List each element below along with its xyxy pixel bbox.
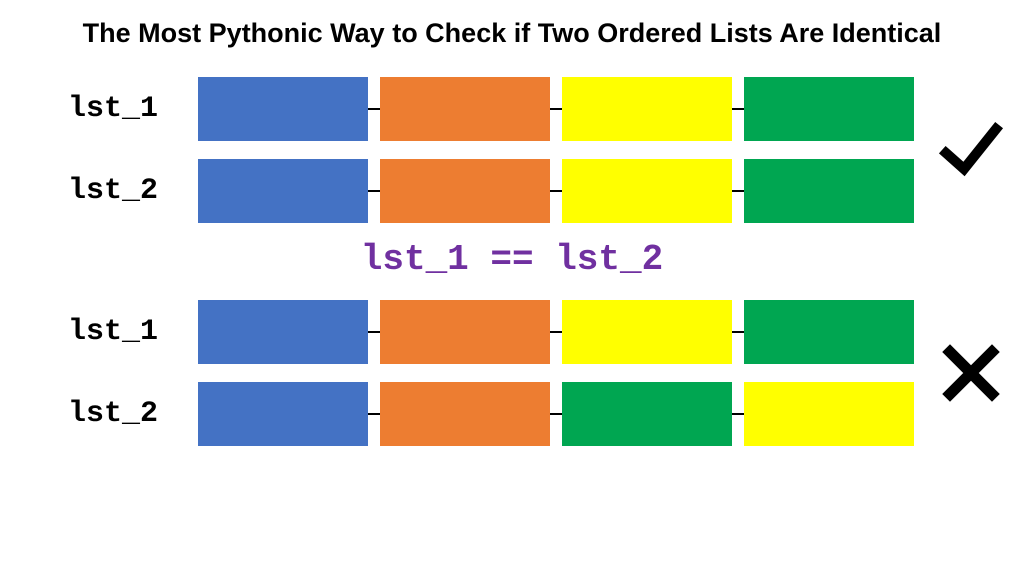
color-box bbox=[380, 159, 550, 223]
color-box bbox=[198, 382, 368, 446]
group-match: lst_1 lst_2 bbox=[28, 77, 996, 223]
equation-text: lst_1 == lst_2 bbox=[28, 239, 996, 280]
color-box bbox=[562, 159, 732, 223]
box-sequence bbox=[198, 159, 914, 223]
box-sequence bbox=[198, 300, 914, 364]
color-box bbox=[380, 77, 550, 141]
box-sequence bbox=[198, 382, 914, 446]
color-box bbox=[380, 300, 550, 364]
color-box bbox=[198, 159, 368, 223]
color-box bbox=[562, 382, 732, 446]
color-box bbox=[198, 77, 368, 141]
color-box bbox=[380, 382, 550, 446]
cross-icon bbox=[936, 338, 1006, 408]
color-box bbox=[562, 77, 732, 141]
box-sequence bbox=[198, 77, 914, 141]
color-box bbox=[744, 77, 914, 141]
color-box bbox=[744, 300, 914, 364]
color-box bbox=[198, 300, 368, 364]
list-label: lst_1 bbox=[28, 315, 198, 349]
list-row: lst_2 bbox=[28, 159, 996, 223]
check-icon bbox=[936, 115, 1006, 185]
color-box bbox=[744, 382, 914, 446]
list-row: lst_1 bbox=[28, 300, 996, 364]
color-box bbox=[562, 300, 732, 364]
list-label: lst_2 bbox=[28, 174, 198, 208]
list-label: lst_1 bbox=[28, 92, 198, 126]
list-label: lst_2 bbox=[28, 397, 198, 431]
page-title: The Most Pythonic Way to Check if Two Or… bbox=[28, 18, 996, 49]
list-row: lst_2 bbox=[28, 382, 996, 446]
color-box bbox=[744, 159, 914, 223]
list-row: lst_1 bbox=[28, 77, 996, 141]
group-mismatch: lst_1 lst_2 bbox=[28, 300, 996, 446]
